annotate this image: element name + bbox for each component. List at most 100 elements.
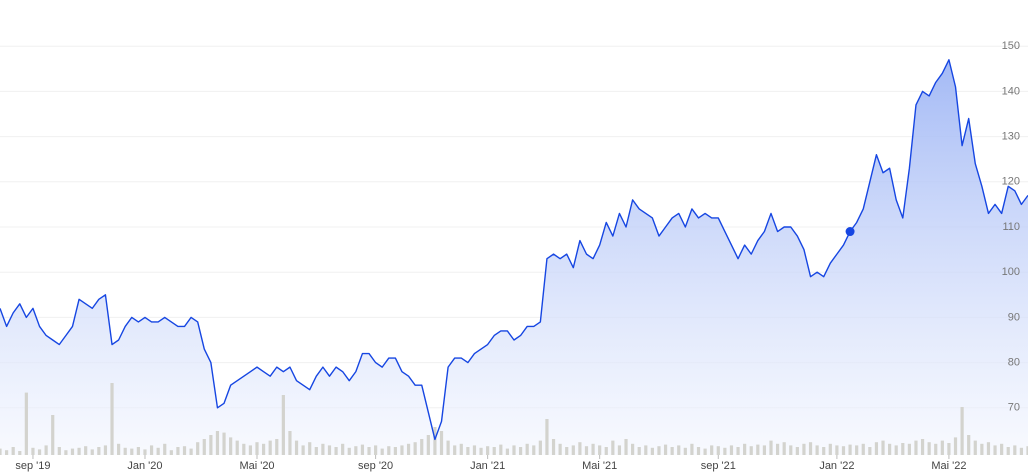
volume-bar — [130, 448, 134, 455]
volume-bar — [103, 445, 108, 455]
volume-bar — [459, 443, 463, 455]
volume-bar — [1013, 445, 1017, 455]
volume-bar — [973, 440, 977, 455]
volume-bar — [229, 437, 233, 455]
volume-bar — [723, 447, 727, 455]
volume-bar — [1000, 443, 1004, 455]
volume-bar — [920, 439, 925, 455]
volume-bar — [940, 440, 944, 455]
volume-bar — [235, 440, 239, 455]
volume-bar — [1006, 447, 1010, 455]
volume-bar — [960, 407, 964, 455]
y-tick-label: 120 — [1002, 176, 1020, 188]
x-tick-label: sep '20 — [358, 460, 393, 472]
volume-bar — [426, 435, 430, 455]
volume-bar — [433, 427, 437, 455]
volume-bar — [657, 446, 661, 455]
volume-bar — [716, 446, 720, 455]
volume-bar — [571, 445, 575, 455]
volume-bar — [209, 435, 213, 455]
volume-bar — [281, 395, 285, 455]
volume-bar — [683, 447, 687, 455]
volume-bar — [123, 447, 127, 455]
volume-bar — [835, 445, 839, 455]
volume-bar — [993, 445, 997, 455]
volume-bar — [907, 443, 911, 455]
volume-bar — [18, 451, 22, 455]
volume-bar — [703, 448, 707, 455]
volume-bar — [453, 445, 457, 455]
volume-bar — [472, 445, 477, 455]
y-tick-label: 80 — [1008, 357, 1020, 369]
volume-bar — [51, 415, 55, 455]
volume-bar — [578, 442, 582, 455]
volume-bar — [868, 447, 872, 455]
volume-bar — [967, 435, 971, 455]
volume-bar — [400, 445, 404, 455]
x-tick-label: Jan '21 — [470, 460, 505, 472]
volume-bar — [1019, 447, 1024, 455]
volume-bar — [393, 447, 397, 455]
volume-bar — [367, 447, 371, 455]
volume-bar — [248, 445, 253, 455]
volume-bar — [215, 431, 220, 455]
y-tick-label: 150 — [1002, 40, 1020, 52]
volume-bar — [986, 442, 991, 455]
volume-bar — [953, 437, 958, 455]
volume-bar — [855, 445, 859, 455]
y-tick-label: 100 — [1002, 266, 1020, 278]
volume-bar — [538, 440, 542, 455]
volume-bar — [84, 446, 88, 455]
volume-bar — [551, 439, 556, 455]
volume-bar — [70, 448, 75, 455]
volume-bar — [518, 447, 523, 455]
volume-bar — [143, 449, 147, 455]
volume-bar — [736, 447, 740, 455]
volume-bar — [743, 443, 747, 455]
x-tick-label: sep '21 — [701, 460, 736, 472]
volume-bar — [24, 392, 28, 455]
volume-bar — [815, 445, 819, 455]
volume-bar — [176, 447, 180, 455]
volume-bar — [149, 445, 154, 455]
volume-bar — [90, 449, 94, 455]
y-tick-label: 70 — [1008, 402, 1020, 414]
volume-bar — [374, 445, 378, 455]
volume-bar — [11, 447, 15, 455]
volume-bar — [117, 443, 121, 455]
x-tick-label: sep '19 — [15, 460, 50, 472]
volume-bar — [387, 446, 391, 455]
price-line — [0, 59, 1028, 441]
x-tick-label: Jan '22 — [819, 460, 854, 472]
volume-bar — [802, 443, 806, 455]
volume-bar — [505, 448, 510, 455]
volume-bar — [360, 444, 365, 455]
volume-bar — [439, 431, 444, 455]
price-area — [0, 59, 1028, 455]
volume-bar — [156, 447, 160, 455]
volume-bar — [927, 442, 931, 455]
volume-bar — [848, 444, 852, 455]
volume-bar — [584, 446, 589, 455]
volume-bar — [327, 445, 332, 455]
volume-bar — [31, 447, 35, 455]
volume-bar — [57, 447, 61, 455]
volume-bar — [604, 447, 608, 455]
volume-bar — [492, 447, 496, 455]
volume-bar — [255, 442, 259, 455]
volume-bar — [288, 431, 292, 455]
volume-bar — [222, 432, 226, 455]
volume-bar — [64, 450, 68, 455]
volume — [0, 383, 1028, 455]
volume-bar — [591, 443, 595, 455]
volume-bar — [341, 443, 345, 455]
volume-bar — [334, 447, 338, 455]
volume-bar — [4, 450, 9, 455]
x-tick-label: Mai '22 — [931, 460, 966, 472]
volume-bar — [901, 443, 905, 455]
price — [0, 59, 1028, 441]
volume-bar — [749, 446, 753, 455]
volume-bar — [347, 447, 351, 455]
volume-bar — [888, 443, 892, 455]
